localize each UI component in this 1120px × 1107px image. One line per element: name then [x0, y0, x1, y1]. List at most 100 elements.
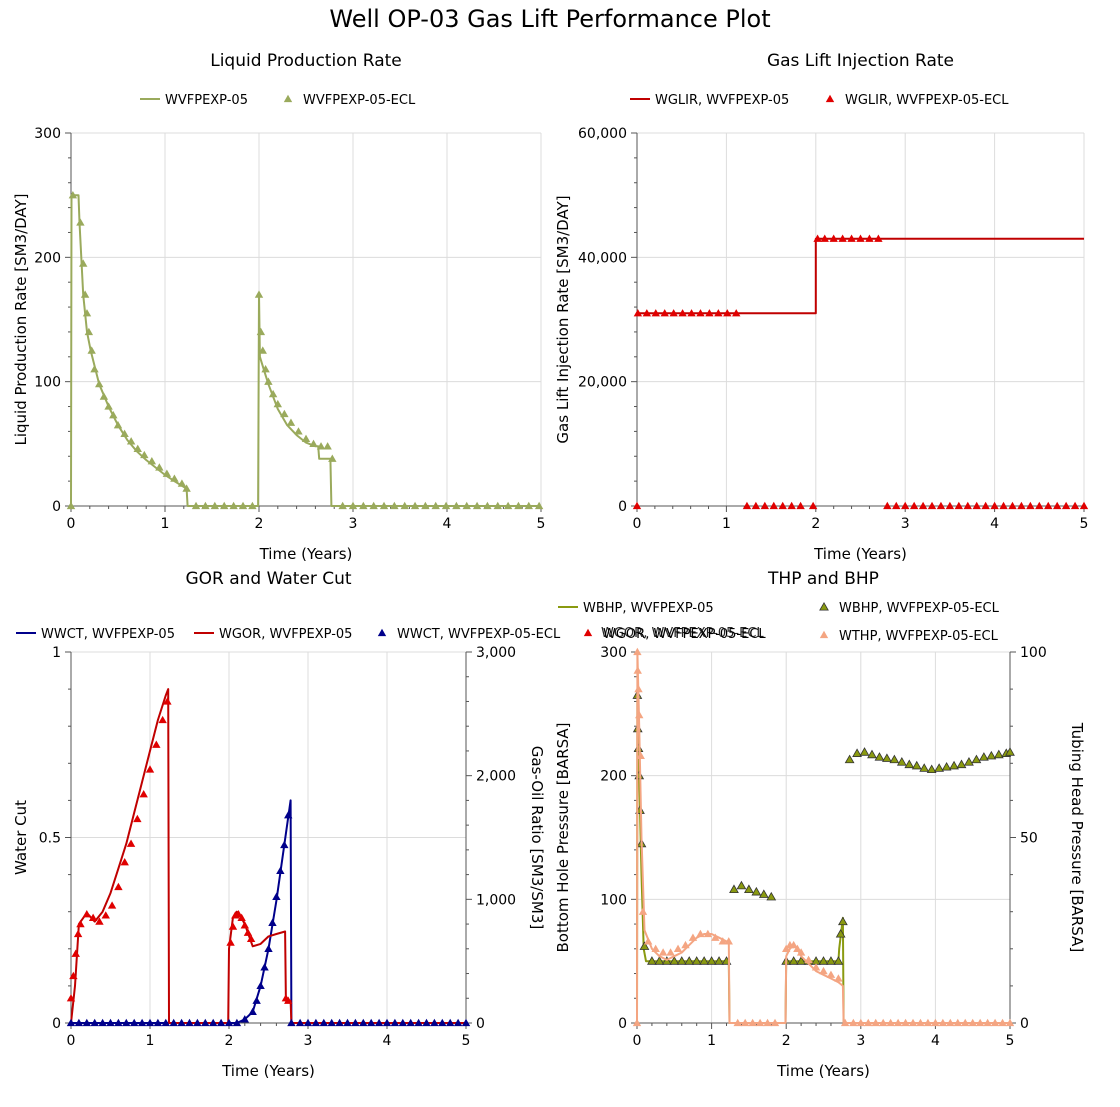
series-2-point — [820, 234, 829, 242]
series-2-point — [796, 501, 805, 510]
legend-label: WVFPEXP-05 — [165, 93, 248, 108]
series-3-point — [998, 1018, 1007, 1027]
series-3-point — [666, 948, 675, 956]
series-2-line — [70, 688, 466, 1024]
series-4-point — [158, 715, 167, 724]
series-3-point — [201, 1018, 210, 1027]
series-2-point — [254, 290, 264, 298]
series-2-point — [452, 501, 461, 510]
series-3-point — [185, 1018, 194, 1027]
x-tick-label: 3 — [856, 1033, 865, 1049]
series-2-point — [483, 501, 492, 510]
x-tick-label: 0 — [633, 1033, 642, 1049]
x-axis-label: Time (Years) — [221, 1062, 315, 1080]
series-3-point — [390, 1018, 400, 1027]
series-3-point — [276, 866, 285, 875]
series-2-point — [493, 501, 502, 510]
series-2-point — [696, 309, 705, 317]
series-2-point — [769, 501, 778, 510]
series-2-point — [177, 479, 187, 487]
series-3-point — [724, 937, 733, 945]
series-2-point — [758, 889, 769, 898]
series-3-point — [819, 966, 828, 975]
series-3-point — [374, 1018, 384, 1027]
series-3-point — [137, 1018, 147, 1027]
series-2-point — [632, 501, 642, 510]
series-3-point — [343, 1018, 352, 1027]
series-2-point — [706, 956, 717, 965]
series-3-point — [319, 1018, 328, 1027]
series-4-point — [69, 971, 78, 980]
series-2-point — [109, 411, 118, 419]
series-2-point — [926, 764, 937, 774]
series-2-point — [732, 309, 741, 317]
series-2-point — [874, 234, 883, 242]
y-tick-label: 1 — [52, 645, 61, 661]
series-2-point — [76, 218, 85, 226]
x-tick-label: 4 — [383, 1033, 392, 1049]
series-3-point — [635, 710, 644, 719]
y-tick-label: 200 — [34, 250, 61, 266]
y2-tick-label: 0 — [1020, 1016, 1029, 1032]
series-3-point — [755, 1018, 765, 1027]
series-2-point — [999, 501, 1008, 510]
series-2-point — [140, 450, 149, 459]
series-2-point — [736, 880, 747, 890]
series-3-point — [658, 948, 668, 956]
series-4-point — [133, 814, 142, 823]
series-3-point — [938, 1018, 948, 1027]
series-2-point — [1061, 501, 1071, 510]
series-2-point — [1035, 501, 1044, 510]
series-2-point — [220, 501, 229, 510]
series-2-point — [956, 759, 967, 769]
series-1-line — [71, 799, 466, 1024]
series-2-point — [182, 484, 191, 492]
series-2-point — [524, 501, 533, 510]
series-3-point — [280, 840, 289, 849]
series-3-point — [908, 1018, 918, 1027]
series-4-point — [139, 790, 148, 798]
series-2-point — [787, 501, 796, 510]
legend-label: WGOR, WVFPEXP-05 — [219, 627, 352, 642]
series-3-point — [438, 1018, 447, 1027]
y-tick-label: 60,000 — [578, 126, 627, 142]
series-2-point — [410, 501, 420, 510]
series-2-point — [534, 501, 544, 510]
series-2-point — [162, 469, 172, 477]
series-2-point — [210, 501, 220, 510]
series-3-point — [634, 684, 643, 693]
series-2-point — [936, 501, 946, 510]
series-3-point — [983, 1018, 992, 1027]
series-3-point — [303, 1018, 313, 1027]
series-2-point — [1044, 501, 1053, 510]
y2-tick-label: 1,000 — [476, 892, 516, 908]
y-tick-label: 100 — [600, 892, 627, 908]
series-2-point — [808, 501, 818, 510]
series-2-point — [691, 956, 702, 965]
x-tick-label: 4 — [990, 516, 999, 532]
y-tick-label: 0 — [52, 499, 61, 515]
series-2-point — [744, 884, 754, 893]
series-2-point — [639, 941, 650, 950]
series-3-point — [733, 1018, 742, 1027]
series-3-point — [153, 1018, 163, 1027]
series-2-point — [400, 501, 409, 510]
series-3-point — [953, 1018, 962, 1027]
series-2-point — [896, 757, 907, 766]
series-3-point — [946, 1018, 955, 1027]
series-2-point — [170, 474, 179, 482]
series-group — [66, 190, 544, 510]
series-2-point — [904, 759, 915, 769]
x-tick-label: 5 — [462, 1033, 471, 1049]
series-2-point — [678, 309, 687, 317]
series-3-point — [252, 996, 261, 1004]
series-4-point — [246, 934, 256, 943]
series-2-point — [751, 886, 762, 896]
series-2-point — [309, 439, 318, 447]
series-2-point — [647, 956, 657, 965]
series-3-point — [90, 1018, 99, 1027]
series-2-point — [788, 956, 799, 965]
series-2-point — [95, 379, 104, 388]
legend-swatch-marker — [283, 94, 293, 103]
series-2-point — [421, 501, 430, 510]
